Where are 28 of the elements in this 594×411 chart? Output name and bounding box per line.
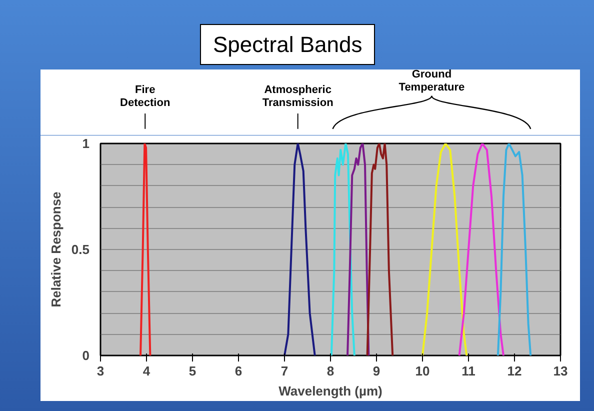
line-series [422,144,468,356]
x-axis-title: Wavelength (µm) [278,384,382,399]
x-tick-label: 7 [280,364,288,379]
line-series [366,144,394,356]
line-series [346,144,370,356]
text: Fire Detection [120,84,170,110]
y-axis-title: Relative Response [48,192,64,308]
x-tick-label: 8 [326,364,334,379]
y-tick-label: 0 [82,348,90,364]
text: Atmospheric Transmission [262,84,334,110]
x-tick-label: 13 [553,364,568,379]
line-series [284,144,316,356]
y-tick-label: 0.5 [71,242,90,258]
line-series [330,144,356,356]
x-tick-label: 10 [415,364,430,379]
x-tick-label: 11 [462,364,476,379]
chart-title: Spectral Bands [213,31,362,59]
text: Ground Temperature [398,68,465,94]
line-series [140,144,152,356]
line-series [458,144,504,356]
x-tick-label: 6 [234,364,242,379]
x-tick-label: 12 [507,364,522,379]
x-tick-label: 5 [188,364,196,379]
y-tick-label: 1 [82,136,90,152]
line-series [496,144,532,356]
x-tick-label: 4 [142,364,151,379]
x-tick-label: 9 [372,364,380,379]
x-tick-label: 3 [96,364,104,379]
